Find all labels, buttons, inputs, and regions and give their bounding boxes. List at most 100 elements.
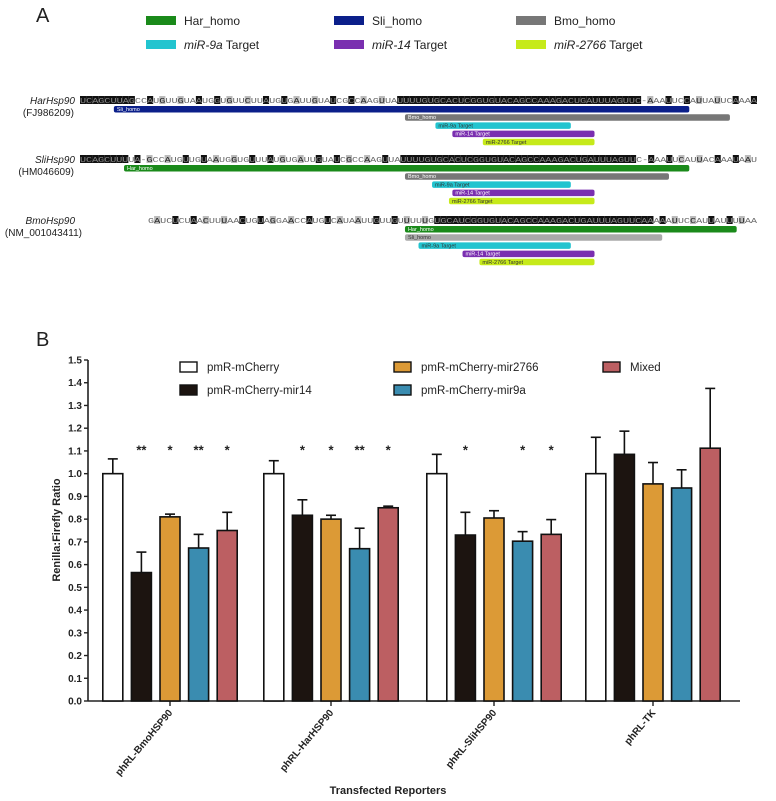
residue-highlight xyxy=(400,155,407,163)
feature-rect xyxy=(435,122,571,129)
residue-highlight xyxy=(484,155,492,163)
feature-bar: Har_homo xyxy=(404,226,737,233)
residue-highlight xyxy=(360,96,367,104)
residue-highlight xyxy=(373,216,380,224)
residue-highlight xyxy=(750,96,757,104)
x-axis-title: Transfected Reporters xyxy=(330,785,447,797)
residue-highlight xyxy=(671,216,678,224)
residue-highlight xyxy=(409,96,416,104)
residue-highlight xyxy=(98,96,105,104)
residue-highlight xyxy=(472,155,479,163)
bar xyxy=(483,517,505,702)
y-tick-label: 1.5 xyxy=(68,356,82,367)
y-tick-label: 0.0 xyxy=(68,697,82,708)
residue-highlight xyxy=(355,216,362,224)
legend-label: Mixed xyxy=(630,362,661,374)
feature-bar: miR-9a Target xyxy=(418,242,571,249)
residue-highlight xyxy=(537,216,544,224)
residue-highlight xyxy=(391,216,398,224)
legend-swatch xyxy=(393,384,412,396)
significance-marker: ** xyxy=(355,442,366,457)
legend-label: pmR-mCherry-mir2766 xyxy=(421,362,539,374)
y-tick-label: 0.1 xyxy=(68,674,82,685)
residue-highlight xyxy=(221,216,228,224)
residue-highlight xyxy=(616,216,624,224)
residue-highlight xyxy=(539,155,546,163)
panel-a-label: A xyxy=(36,5,50,27)
feature-rect xyxy=(404,226,737,233)
residue-highlight xyxy=(154,216,161,224)
legend-name: miR-9a xyxy=(184,38,223,52)
residue-highlight xyxy=(491,155,498,163)
bar xyxy=(320,518,342,702)
feature-bar: miR-2766 Target xyxy=(479,258,595,266)
residue-highlight xyxy=(418,155,425,163)
legend-swatch xyxy=(516,16,546,25)
residue-highlight xyxy=(537,96,544,104)
residue-highlight xyxy=(214,96,221,104)
residue-highlight xyxy=(543,216,550,224)
residue-highlight xyxy=(430,155,437,163)
residue-highlight xyxy=(86,155,93,163)
residue-highlight xyxy=(647,216,654,224)
residue-highlight xyxy=(164,155,171,163)
residue-highlight xyxy=(561,96,568,104)
feature-label: miR-9a Target xyxy=(438,123,473,129)
x-tick-label: phRL-BmoHSP90 xyxy=(114,708,176,779)
residue-highlight xyxy=(568,216,575,224)
legend-label: miR-9a Target xyxy=(184,38,260,52)
residue-highlight xyxy=(525,216,532,224)
sequence: UCAGCUUUUA-GCCAUGUUGUAAUGGUGUUUAUGUGAUUG… xyxy=(80,157,757,165)
residue-highlight xyxy=(519,216,526,224)
legend-label: Har_homo xyxy=(184,14,240,28)
residue-highlight xyxy=(531,96,538,104)
alignment-row: HarHsp90(FJ986209) UCAGCUUAGCCAUGUUGUAAUG… xyxy=(23,96,758,146)
residue-highlight xyxy=(690,216,697,224)
y-tick-label: 0.6 xyxy=(68,560,82,571)
legend-suffix: Target xyxy=(606,38,643,52)
residue-highlight xyxy=(714,155,721,163)
significance-marker: * xyxy=(386,442,392,457)
legend-label: miR-2766 Target xyxy=(554,38,643,52)
residue-highlight xyxy=(580,216,587,224)
bar xyxy=(425,472,448,702)
feature-bar: miR-14 Target xyxy=(452,130,595,138)
legend-item-a: Sli_homo xyxy=(334,14,422,28)
legend-suffix: Target xyxy=(411,38,448,52)
residue-highlight xyxy=(549,96,556,104)
feature-label: miR-14 Target xyxy=(455,132,490,138)
feature-rect xyxy=(432,181,571,188)
alignment-row: BmoHsp90(NM_001043411) GAUCUCUAACUUUAACUG… xyxy=(5,216,758,266)
legend-name: Bmo_homo xyxy=(554,14,616,28)
residue-highlight xyxy=(497,155,504,163)
legend-label: Bmo_homo xyxy=(554,14,616,28)
legend-name: Har_homo xyxy=(184,14,240,28)
residue-highlight xyxy=(659,216,666,224)
residue-highlight xyxy=(147,96,154,104)
legend-swatch xyxy=(602,361,621,373)
y-axis-title: Renilla:Firefly Ratio xyxy=(51,478,63,582)
bar xyxy=(348,547,371,702)
legend-swatch xyxy=(334,40,364,49)
residue-highlight xyxy=(422,216,429,224)
residue-highlight xyxy=(80,96,87,104)
residue-highlight xyxy=(515,155,522,163)
residue-highlight xyxy=(200,155,207,163)
residue-highlight xyxy=(605,155,612,163)
residue-highlight xyxy=(92,96,99,104)
legend-item-b: pmR-mCherry xyxy=(179,361,279,374)
feature-label: miR-14 Target xyxy=(466,252,501,258)
residue-highlight xyxy=(80,155,87,163)
alignment-row: SliHsp90(HM046609) UCAGCUUUUA-GCCAUGUUGUA… xyxy=(18,155,757,205)
y-tick-label: 1.2 xyxy=(68,424,82,435)
residue-highlight xyxy=(364,155,371,163)
residue-highlight xyxy=(345,155,353,163)
feature-label: miR-2766 Target xyxy=(482,260,523,266)
residue-highlight xyxy=(433,96,440,104)
legend-swatch xyxy=(146,16,176,25)
residue-highlight xyxy=(279,155,286,163)
y-tick-label: 1.3 xyxy=(68,401,82,412)
residue-highlight xyxy=(527,155,534,163)
residue-highlight xyxy=(231,155,238,163)
residue-highlight xyxy=(470,96,477,104)
